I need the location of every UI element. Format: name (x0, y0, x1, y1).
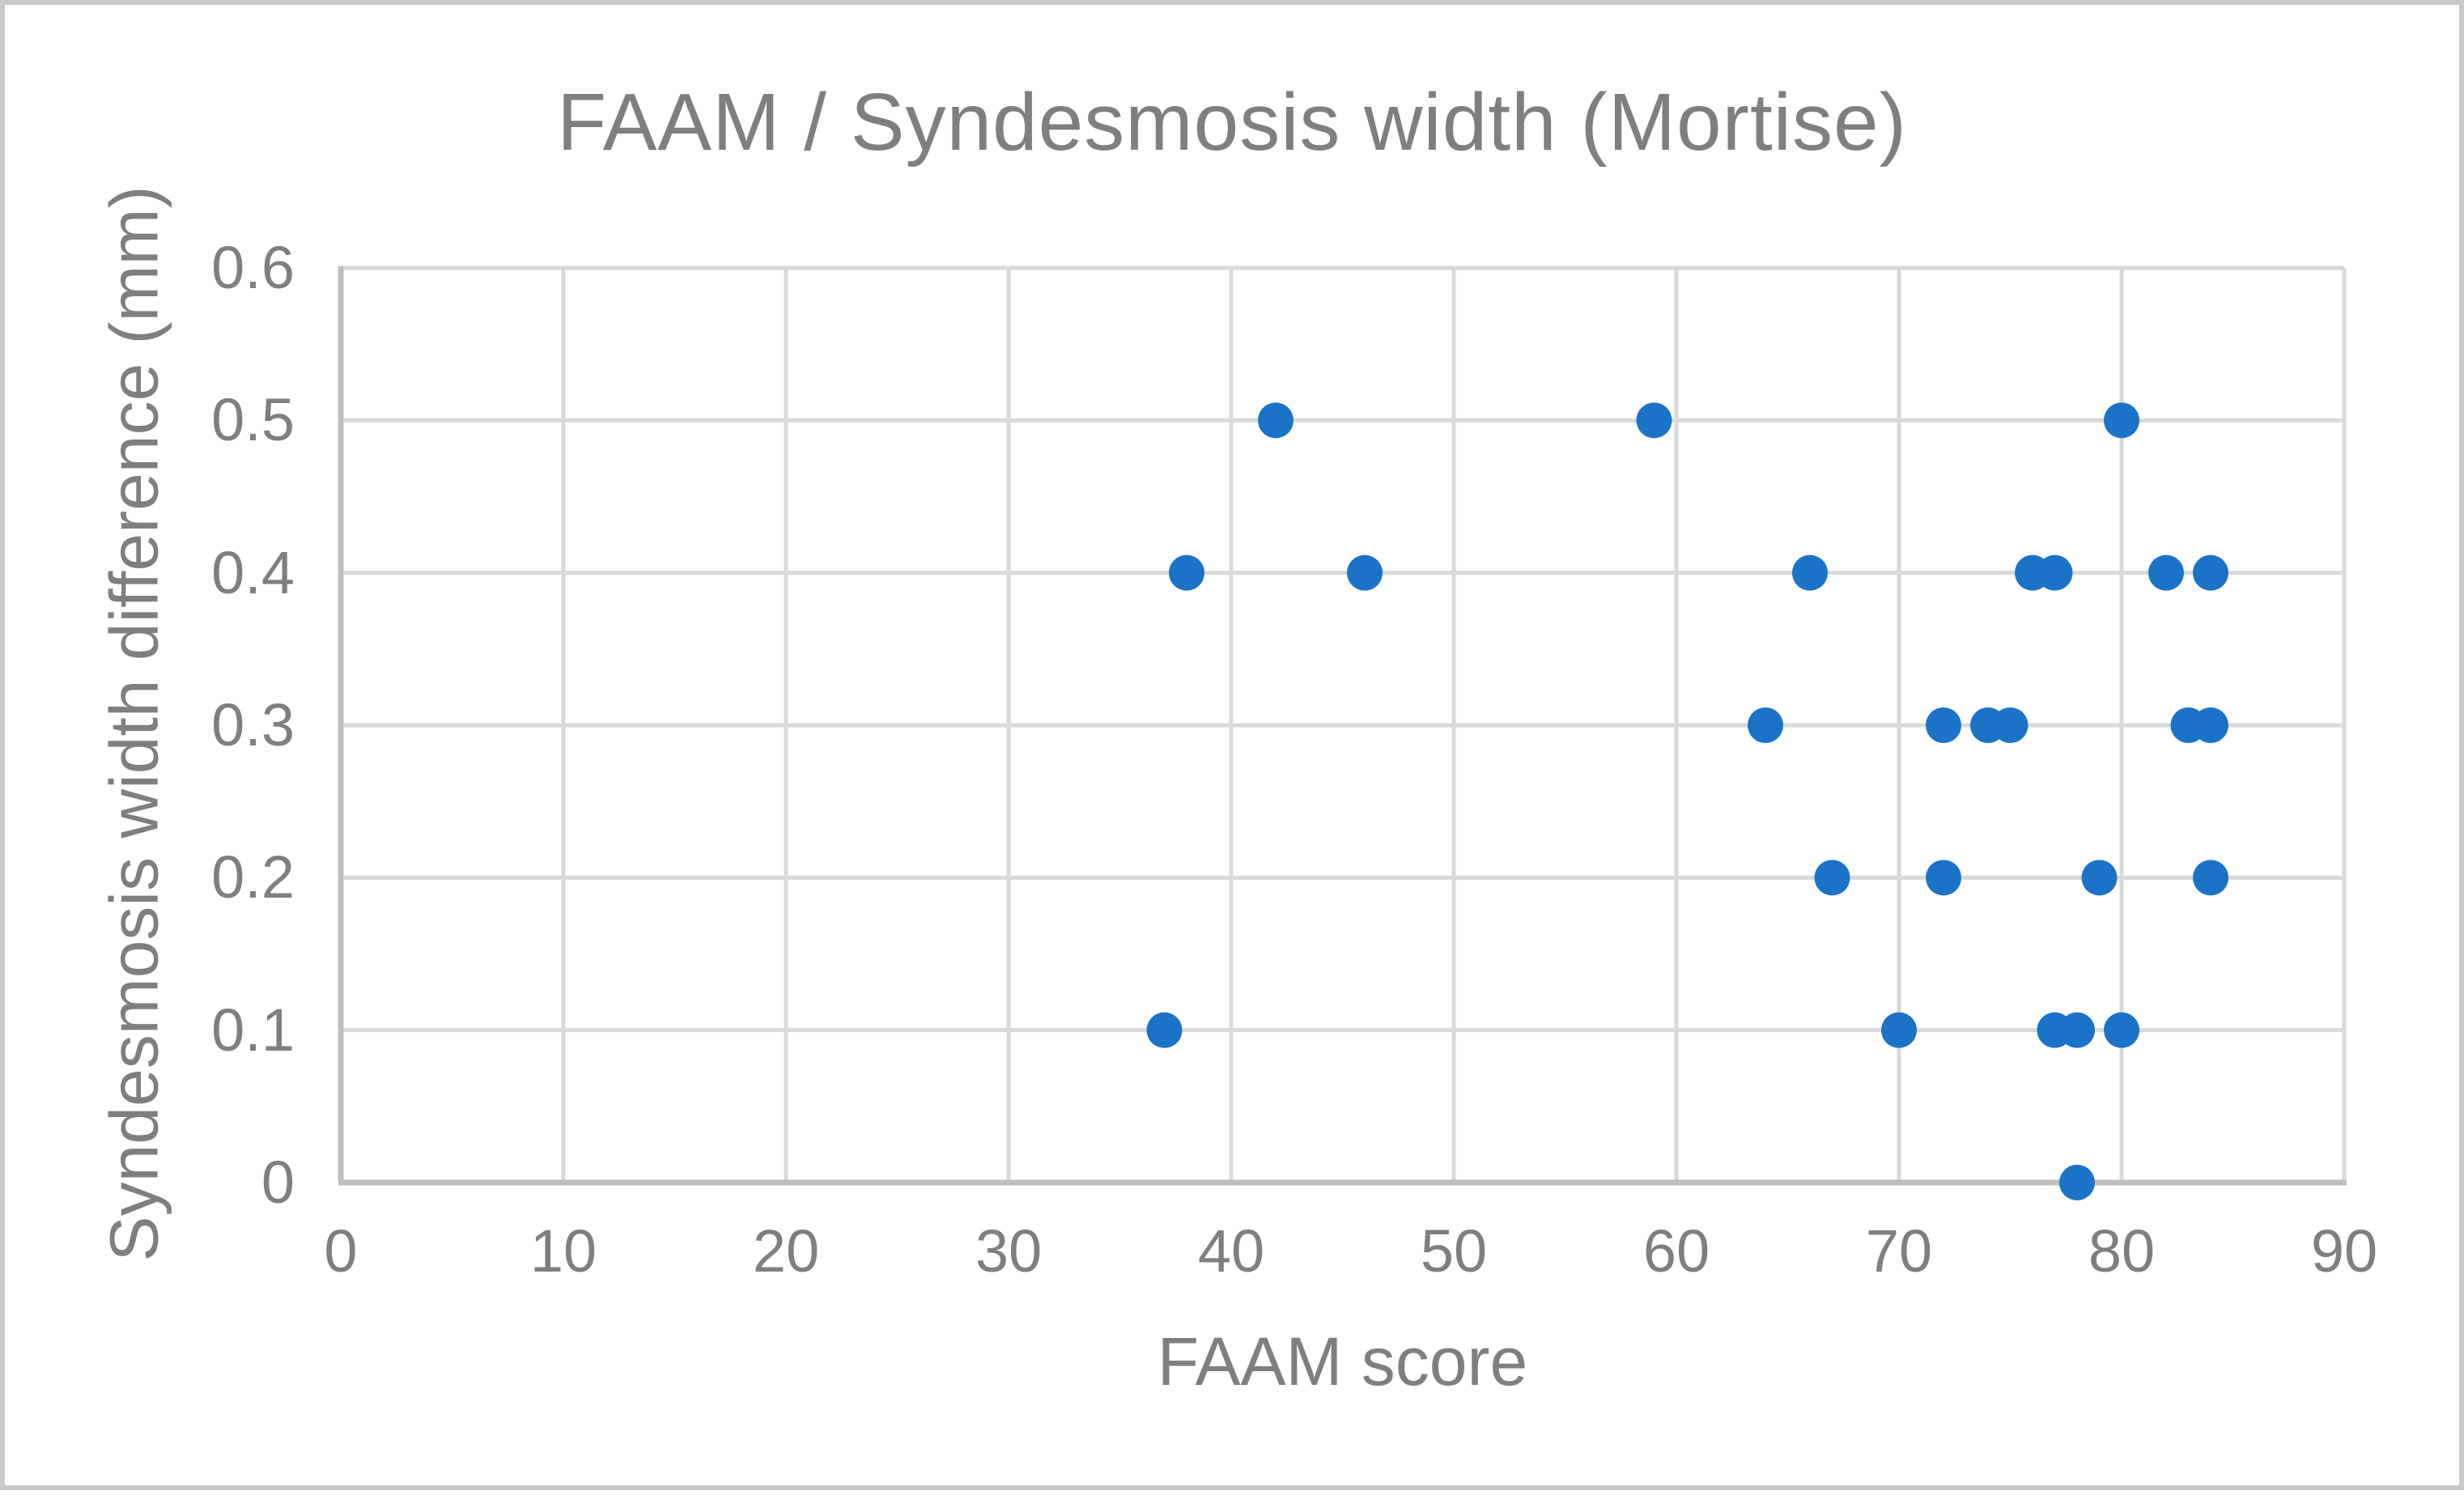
plot-area (338, 265, 2347, 1200)
data-point (2148, 554, 2184, 591)
data-point (1792, 554, 1828, 591)
data-point (1347, 554, 1383, 591)
data-point (1926, 707, 1961, 743)
data-point (1748, 707, 1783, 743)
y-tick-label: 0.3 (211, 691, 295, 758)
data-point (2059, 1165, 2095, 1200)
chart-title: FAAM / Syndesmosis width (Mortise) (557, 77, 1907, 168)
data-point (2059, 1012, 2095, 1048)
data-point (1881, 1012, 1917, 1048)
data-point (2193, 707, 2228, 743)
data-point (1146, 1012, 1183, 1048)
x-tick-label: 10 (529, 1217, 597, 1285)
x-tick-label: 70 (1865, 1217, 1933, 1285)
x-tick-label: 80 (2088, 1217, 2156, 1285)
data-point (2037, 554, 2073, 591)
x-axis-title: FAAM score (1157, 1323, 1528, 1399)
x-tick-label: 40 (1197, 1217, 1265, 1285)
data-point (1258, 402, 1294, 439)
data-point (1169, 554, 1204, 591)
data-point (2104, 1012, 2139, 1048)
x-tick-label: 60 (1642, 1217, 1710, 1285)
y-tick-label: 0.5 (211, 386, 295, 454)
data-point (2104, 402, 2139, 439)
x-tick-label: 0 (324, 1217, 358, 1285)
data-point (1814, 860, 1850, 896)
x-tick-label: 50 (1420, 1217, 1488, 1285)
y-tick-label: 0.6 (211, 234, 295, 301)
data-point (1926, 860, 1961, 896)
y-tick-label: 0.2 (211, 843, 295, 911)
x-tick-label: 20 (752, 1217, 820, 1285)
data-point (2081, 860, 2118, 896)
y-tick-label: 0.1 (211, 996, 295, 1064)
x-tick-label: 30 (975, 1217, 1043, 1285)
data-point (2193, 860, 2228, 896)
data-point (1992, 707, 2029, 743)
x-tick-label: 90 (2310, 1217, 2378, 1285)
y-tick-label: 0 (261, 1149, 295, 1216)
data-point (1636, 402, 1672, 439)
data-point (2193, 554, 2228, 591)
y-tick-label: 0.4 (211, 538, 295, 606)
